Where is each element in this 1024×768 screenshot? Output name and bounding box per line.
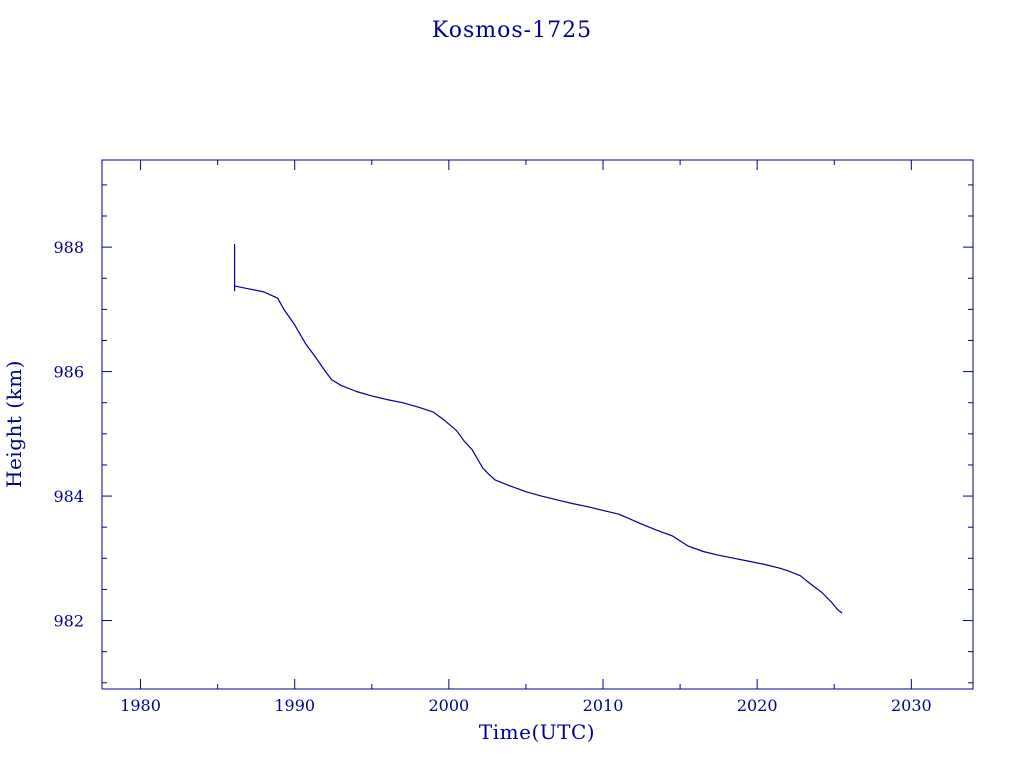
axis-ticks	[102, 160, 973, 689]
series-line	[234, 244, 843, 614]
x-tick-label: 1990	[274, 696, 315, 715]
x-axis-label: Time(UTC)	[479, 720, 595, 744]
x-tick-label: 1980	[120, 696, 161, 715]
y-tick-label: 982	[53, 612, 84, 631]
y-tick-labels: 982 984 986 988	[53, 238, 84, 630]
y-tick-label: 984	[53, 487, 84, 506]
x-tick-label: 2010	[583, 696, 624, 715]
x-tick-label: 2000	[428, 696, 469, 715]
chart-title: Kosmos-1725	[432, 18, 592, 43]
y-axis-label: Height (km)	[2, 360, 26, 488]
y-tick-label: 988	[53, 238, 84, 257]
x-tick-label: 2030	[891, 696, 932, 715]
series-group	[234, 244, 843, 614]
x-tick-labels: 1980 1990 2000 2010 2020 2030	[120, 696, 932, 715]
plot-frame	[101, 159, 974, 690]
y-tick-label: 986	[53, 363, 84, 382]
x-tick-label: 2020	[737, 696, 778, 715]
